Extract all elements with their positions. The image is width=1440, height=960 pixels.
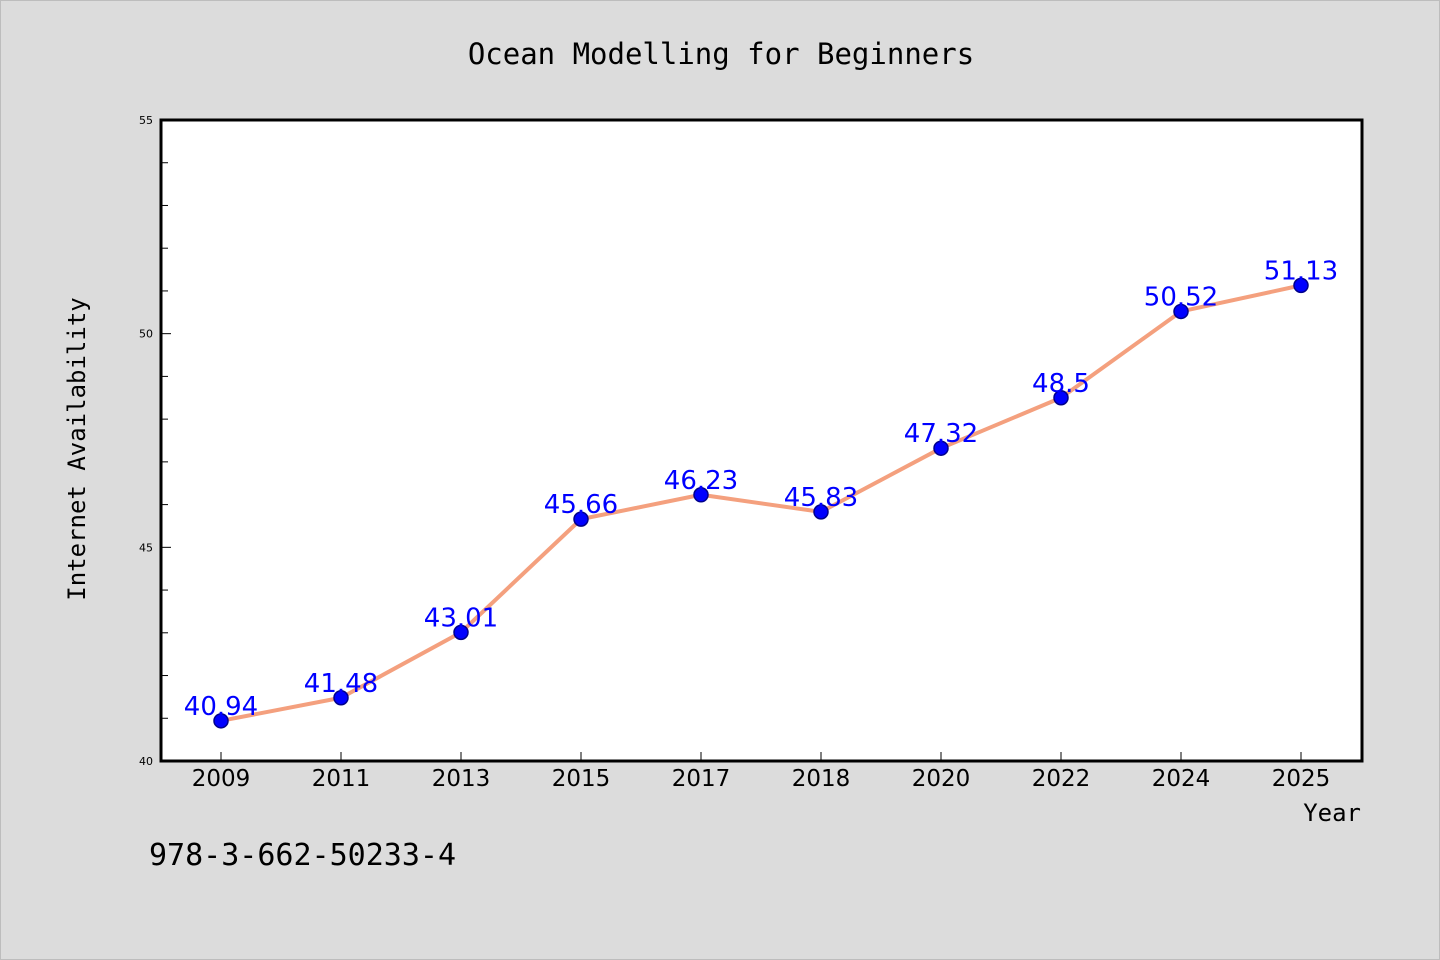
data-point xyxy=(1293,277,1309,294)
data-label: 47.32 xyxy=(904,419,978,449)
footer-isbn-text: 978-3-662-50233-4 xyxy=(149,838,456,873)
x-tick-label: 2020 xyxy=(912,766,971,792)
x-tick-label: 2015 xyxy=(552,766,611,792)
data-label: 43.01 xyxy=(424,603,498,633)
data-point xyxy=(693,487,709,503)
data-label: 50.52 xyxy=(1144,282,1218,312)
x-tick-label: 2009 xyxy=(192,766,251,792)
x-tick-label: 2024 xyxy=(1152,766,1211,792)
series-markers xyxy=(213,277,1309,729)
x-tick-label: 2022 xyxy=(1032,766,1091,792)
data-point xyxy=(573,511,589,527)
data-label: 51.13 xyxy=(1264,256,1338,286)
data-point xyxy=(453,624,469,641)
y-tick-label: 40 xyxy=(139,755,153,768)
data-label: 45.66 xyxy=(544,490,618,520)
data-point xyxy=(933,440,949,456)
data-label: 45.83 xyxy=(784,483,858,513)
y-tick-label: 45 xyxy=(139,541,153,554)
data-point xyxy=(213,713,229,729)
x-tick-label: 2011 xyxy=(312,766,371,792)
series-line xyxy=(219,283,1303,723)
y-tick-label: 55 xyxy=(139,114,153,127)
x-tick-label: 2025 xyxy=(1272,766,1331,792)
plot-area xyxy=(159,118,1364,763)
y-axis-ticks: 40 45 50 55 xyxy=(139,114,171,768)
data-label: 46.23 xyxy=(664,466,738,496)
data-point xyxy=(1053,390,1069,406)
data-label: 48.5 xyxy=(1032,369,1090,399)
data-label: 40.94 xyxy=(184,692,258,722)
x-tick-label: 2018 xyxy=(792,766,851,792)
data-point xyxy=(813,504,829,520)
data-point xyxy=(1173,303,1189,320)
data-point xyxy=(333,690,349,706)
x-axis-label: Year xyxy=(1303,799,1361,827)
x-axis-ticks: 2009 2011 2013 2015 2017 2018 2020 2022 2024 2025 xyxy=(192,752,1331,792)
x-tick-label: 2013 xyxy=(432,766,491,792)
series-line-group xyxy=(219,283,1303,723)
chart-title: Ocean Modelling for Beginners xyxy=(468,37,974,71)
y-axis-label: Internet Availability xyxy=(63,297,91,600)
x-tick-label: 2017 xyxy=(672,766,731,792)
y-tick-label: 50 xyxy=(139,328,153,341)
data-labels: 40.94 41.48 43.01 45.66 46.23 45.83 47.32 48.5 5… xyxy=(184,256,1338,721)
data-label: 41.48 xyxy=(304,669,378,699)
